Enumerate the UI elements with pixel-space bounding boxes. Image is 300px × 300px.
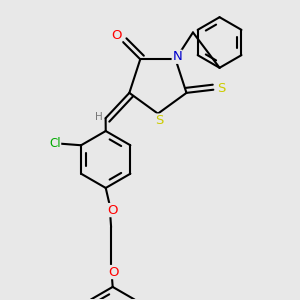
Text: Cl: Cl <box>49 136 61 149</box>
Text: O: O <box>108 266 119 279</box>
Text: O: O <box>107 204 117 217</box>
Text: N: N <box>172 50 182 63</box>
Text: S: S <box>217 82 225 94</box>
Text: S: S <box>155 114 164 127</box>
Text: H: H <box>95 112 103 122</box>
Text: O: O <box>111 29 122 42</box>
